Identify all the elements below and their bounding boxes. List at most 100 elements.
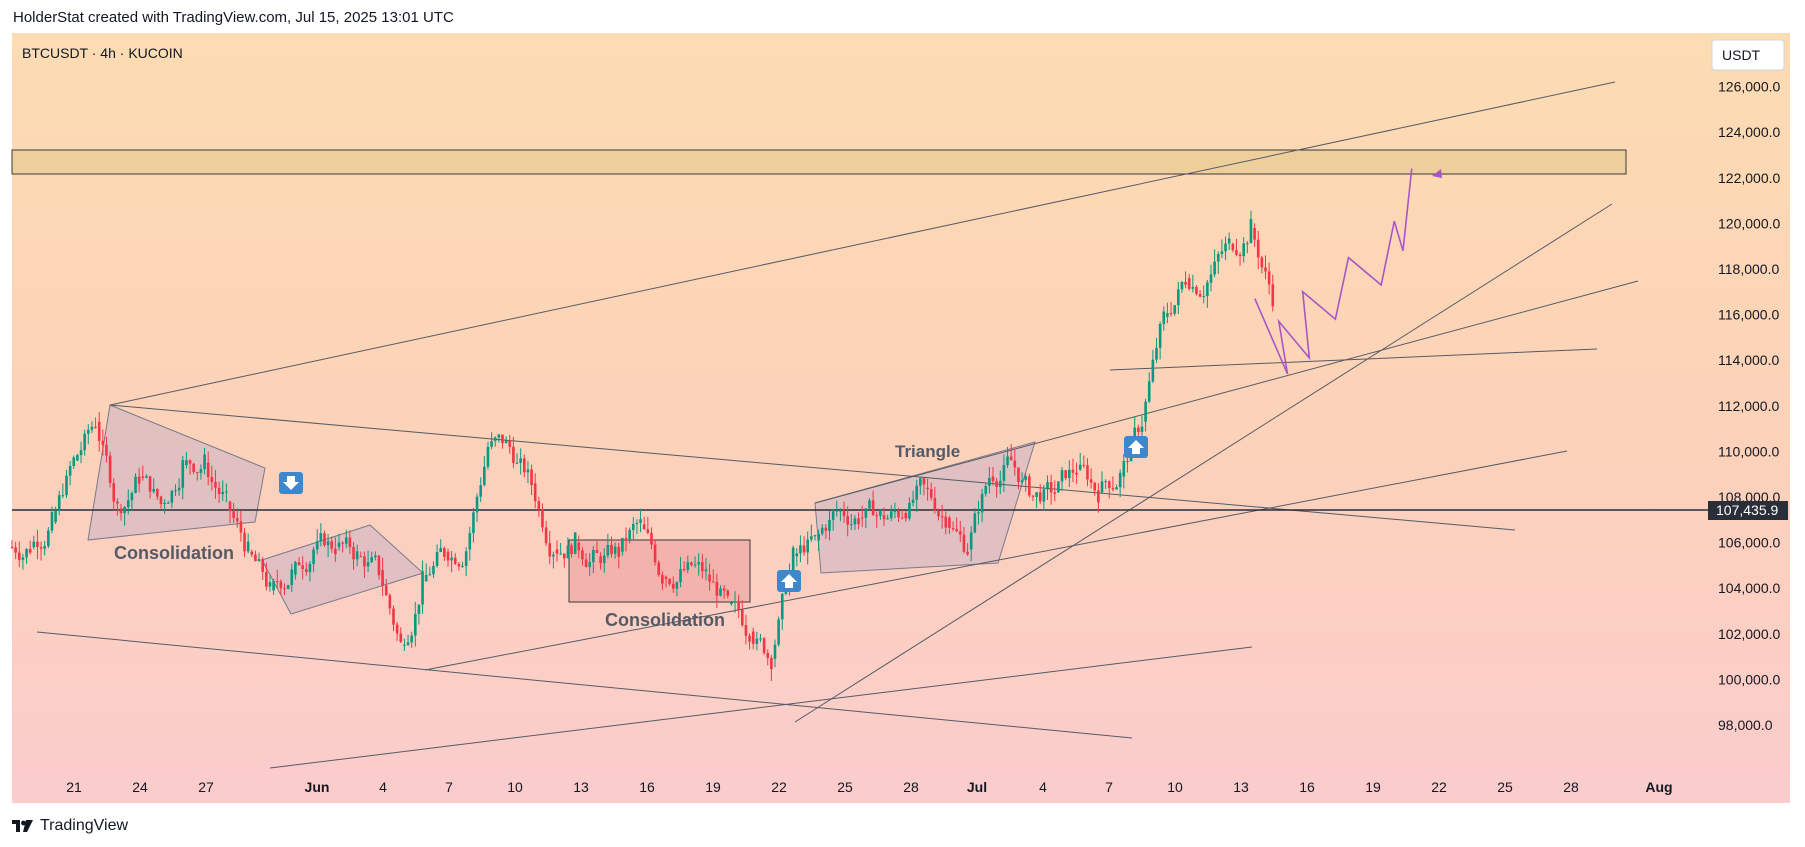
candle[interactable]	[686, 562, 690, 570]
candle[interactable]	[530, 469, 533, 486]
candle[interactable]	[519, 458, 522, 463]
candle[interactable]	[900, 517, 904, 519]
candle[interactable]	[403, 644, 406, 646]
candle[interactable]	[1187, 278, 1191, 289]
candle[interactable]	[32, 541, 36, 548]
candle[interactable]	[617, 546, 621, 557]
candle[interactable]	[166, 502, 170, 504]
candle[interactable]	[1097, 490, 1100, 503]
candle[interactable]	[1177, 289, 1180, 306]
candle[interactable]	[922, 478, 926, 485]
candle[interactable]	[28, 549, 32, 553]
candle[interactable]	[170, 490, 174, 503]
candle[interactable]	[79, 450, 83, 456]
candle[interactable]	[152, 488, 155, 492]
candle[interactable]	[926, 487, 929, 490]
candle[interactable]	[523, 458, 526, 473]
candle[interactable]	[835, 510, 839, 512]
candle[interactable]	[937, 510, 940, 517]
candle[interactable]	[991, 476, 995, 482]
candle[interactable]	[388, 595, 392, 609]
candle[interactable]	[886, 518, 889, 520]
candle[interactable]	[682, 569, 686, 571]
candle[interactable]	[10, 547, 14, 549]
candle[interactable]	[842, 510, 846, 517]
candle[interactable]	[210, 477, 214, 482]
candle[interactable]	[54, 510, 57, 523]
candle[interactable]	[1009, 456, 1013, 461]
candle[interactable]	[704, 569, 708, 572]
candle[interactable]	[257, 559, 261, 562]
candle[interactable]	[148, 476, 152, 492]
candle[interactable]	[185, 460, 188, 466]
candle[interactable]	[1264, 267, 1267, 272]
candle[interactable]	[25, 549, 28, 558]
candle[interactable]	[1216, 254, 1220, 262]
candle[interactable]	[406, 642, 410, 645]
candle[interactable]	[1111, 488, 1115, 490]
candle[interactable]	[1068, 469, 1071, 479]
candle[interactable]	[1006, 456, 1009, 466]
candle[interactable]	[1169, 313, 1173, 315]
candle[interactable]	[1002, 465, 1006, 481]
candle[interactable]	[1053, 492, 1057, 494]
candle[interactable]	[156, 488, 159, 497]
candle[interactable]	[323, 533, 326, 546]
candle[interactable]	[791, 547, 795, 572]
candle[interactable]	[341, 542, 344, 544]
candle[interactable]	[595, 549, 599, 553]
trend-line[interactable]	[36, 631, 1133, 739]
resistance-zone[interactable]	[11, 149, 1627, 175]
candle[interactable]	[919, 478, 922, 486]
candle[interactable]	[1137, 427, 1140, 433]
candle[interactable]	[377, 555, 381, 576]
candle[interactable]	[101, 440, 105, 445]
candle[interactable]	[472, 512, 475, 534]
candle[interactable]	[1235, 249, 1238, 255]
candle[interactable]	[741, 609, 744, 626]
candle[interactable]	[1031, 495, 1035, 497]
candle[interactable]	[512, 446, 515, 463]
current-price-tag[interactable]: 107,435.9	[1708, 501, 1788, 520]
candle[interactable]	[570, 545, 573, 554]
candle[interactable]	[1075, 472, 1078, 475]
candle[interactable]	[90, 426, 94, 430]
candle[interactable]	[65, 475, 68, 496]
candle[interactable]	[951, 527, 955, 530]
candle[interactable]	[1071, 469, 1075, 473]
candle[interactable]	[1126, 461, 1129, 463]
candle[interactable]	[83, 433, 86, 451]
buy-signal-marker[interactable]	[777, 570, 801, 592]
candle[interactable]	[272, 581, 275, 591]
candle[interactable]	[726, 590, 730, 596]
candle[interactable]	[72, 457, 76, 467]
candle[interactable]	[359, 556, 363, 558]
price-axis[interactable]: 98,000.0 100,000.0 102,000.0 104,000.0 106,0…	[1718, 79, 1780, 733]
candle[interactable]	[504, 440, 508, 444]
candle[interactable]	[813, 535, 817, 537]
candle[interactable]	[497, 434, 501, 438]
candle[interactable]	[501, 434, 504, 444]
candle[interactable]	[337, 542, 341, 548]
candle[interactable]	[228, 501, 232, 512]
candle[interactable]	[541, 508, 544, 528]
candle[interactable]	[199, 469, 203, 473]
candle[interactable]	[744, 625, 748, 636]
candle[interactable]	[352, 547, 355, 560]
candle[interactable]	[1173, 305, 1176, 314]
candle[interactable]	[722, 588, 726, 591]
candle[interactable]	[14, 547, 17, 553]
candle[interactable]	[897, 511, 900, 518]
candle[interactable]	[461, 565, 464, 567]
candle[interactable]	[653, 544, 657, 563]
candle[interactable]	[697, 562, 700, 565]
candle[interactable]	[76, 455, 79, 461]
candle[interactable]	[868, 500, 871, 509]
candle[interactable]	[1064, 470, 1067, 479]
candle[interactable]	[1184, 281, 1187, 285]
candle[interactable]	[439, 548, 443, 552]
candle[interactable]	[246, 541, 250, 552]
candle[interactable]	[297, 562, 301, 566]
candle[interactable]	[1038, 492, 1042, 502]
candle[interactable]	[1020, 480, 1024, 483]
